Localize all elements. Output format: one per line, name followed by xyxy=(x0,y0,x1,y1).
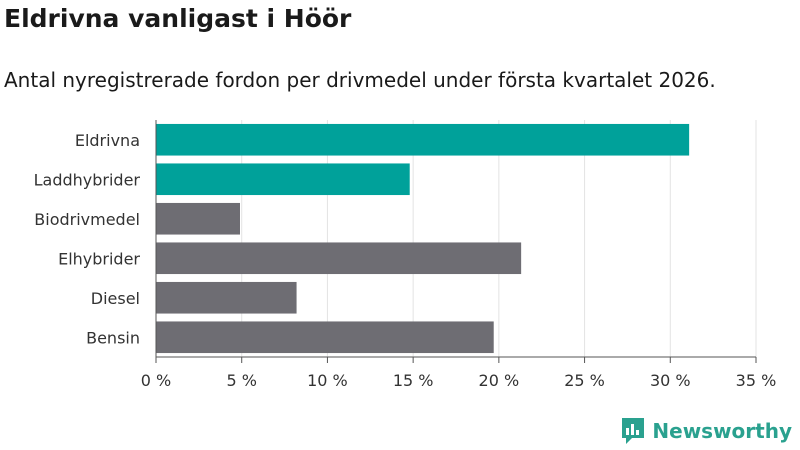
grid-lines xyxy=(241,120,757,357)
bar-bensin xyxy=(156,321,494,354)
x-axis: 0 % 5 % 10 % 15 % 20 % 25 % 30 % 35 % xyxy=(141,120,777,390)
x-tick-label: 5 % xyxy=(226,371,256,390)
bar-chart-bubble-icon xyxy=(622,418,645,444)
bar-biodrivmedel xyxy=(156,202,240,235)
brand-logo: Newsworthy xyxy=(620,416,792,446)
chart-subtitle: Antal nyregistrerade fordon per drivmede… xyxy=(4,68,716,92)
x-tick-label: 30 % xyxy=(650,371,691,390)
bar-diesel xyxy=(156,281,297,314)
x-tick-label: 20 % xyxy=(479,371,520,390)
brand-name: Newsworthy xyxy=(652,419,792,443)
bars xyxy=(156,123,690,354)
bar-laddhybrider xyxy=(156,163,410,196)
x-tick-label: 25 % xyxy=(564,371,605,390)
x-tick-label: 10 % xyxy=(307,371,348,390)
category-label: Biodrivmedel xyxy=(34,210,140,229)
category-label: Diesel xyxy=(91,289,140,308)
category-label: Elhybrider xyxy=(58,249,140,268)
bar-elhybrider xyxy=(156,242,522,275)
category-label: Laddhybrider xyxy=(34,170,141,189)
chart-title: Eldrivna vanligast i Höör xyxy=(4,4,352,33)
x-tick-label: 35 % xyxy=(736,371,777,390)
bar-eldrivna xyxy=(156,123,690,156)
x-tick-label: 15 % xyxy=(393,371,434,390)
x-tick-label: 0 % xyxy=(141,371,171,390)
category-labels: Eldrivna Laddhybrider Biodrivmedel Elhybrid… xyxy=(34,131,141,348)
category-label: Eldrivna xyxy=(75,131,140,150)
category-label: Bensin xyxy=(86,328,140,347)
